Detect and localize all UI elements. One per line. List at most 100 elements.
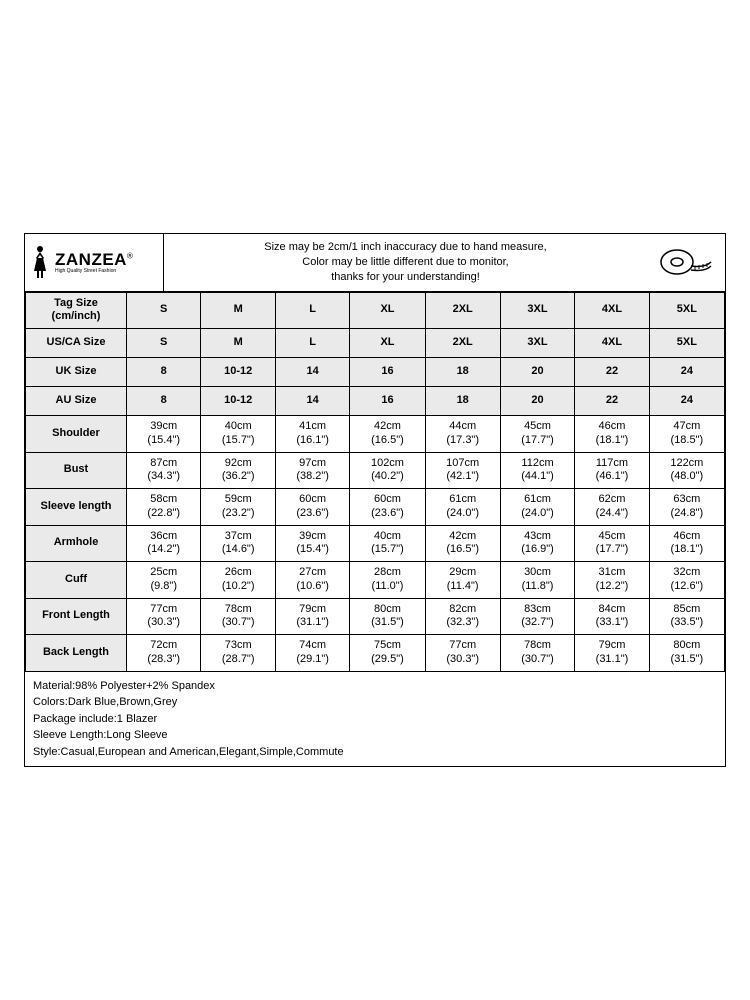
data-cell: 30cm(11.8") xyxy=(500,562,574,599)
header-size-cell: 3XL xyxy=(500,292,574,329)
data-cell: 18 xyxy=(425,358,500,387)
data-cell: 87cm(34.3") xyxy=(127,452,201,489)
data-cell: 24 xyxy=(649,358,724,387)
data-cell: 25cm(9.8") xyxy=(127,562,201,599)
data-cell: 62cm(24.4") xyxy=(575,489,649,526)
data-cell: 10-12 xyxy=(201,387,275,416)
brand-name: ZANZEA xyxy=(55,250,127,269)
table-row: Cuff25cm(9.8")26cm(10.2")27cm(10.6")28cm… xyxy=(26,562,725,599)
data-cell: 40cm(15.7") xyxy=(350,525,425,562)
data-cell: 42cm(16.5") xyxy=(350,416,425,453)
data-cell: 92cm(36.2") xyxy=(201,452,275,489)
data-cell: 16 xyxy=(350,358,425,387)
data-cell: 122cm(48.0") xyxy=(649,452,724,489)
tape-measure-icon xyxy=(659,244,713,280)
data-cell: 5XL xyxy=(649,329,724,358)
data-cell: 84cm(33.1") xyxy=(575,598,649,635)
data-cell: 47cm(18.5") xyxy=(649,416,724,453)
data-cell: 43cm(16.9") xyxy=(500,525,574,562)
data-cell: 74cm(29.1") xyxy=(275,635,349,672)
header-size-cell: 2XL xyxy=(425,292,500,329)
table-row: UK Size810-12141618202224 xyxy=(26,358,725,387)
data-cell: 75cm(29.5") xyxy=(350,635,425,672)
data-cell: 37cm(14.6") xyxy=(201,525,275,562)
data-cell: S xyxy=(127,329,201,358)
notice-line: Color may be little different due to mon… xyxy=(168,255,643,270)
data-cell: 10-12 xyxy=(201,358,275,387)
row-label-cell: UK Size xyxy=(26,358,127,387)
data-cell: 8 xyxy=(127,358,201,387)
data-cell: 2XL xyxy=(425,329,500,358)
data-cell: 29cm(11.4") xyxy=(425,562,500,599)
size-chart: ZANZEA® High Quality Street Fashion Size… xyxy=(24,233,726,767)
row-label-cell: Cuff xyxy=(26,562,127,599)
size-table: Tag Size(cm/inch)SMLXL2XL3XL4XL5XL US/CA… xyxy=(25,292,725,672)
data-cell: 3XL xyxy=(500,329,574,358)
data-cell: 18 xyxy=(425,387,500,416)
row-label-cell: Shoulder xyxy=(26,416,127,453)
data-cell: 44cm(17.3") xyxy=(425,416,500,453)
data-cell: 63cm(24.8") xyxy=(649,489,724,526)
data-cell: 61cm(24.0") xyxy=(425,489,500,526)
data-cell: 14 xyxy=(275,358,349,387)
logo-cell: ZANZEA® High Quality Street Fashion xyxy=(25,234,164,291)
data-cell: 27cm(10.6") xyxy=(275,562,349,599)
header-size-cell: S xyxy=(127,292,201,329)
header-size-cell: L xyxy=(275,292,349,329)
data-cell: 41cm(16.1") xyxy=(275,416,349,453)
data-cell: 39cm(15.4") xyxy=(275,525,349,562)
header-size-cell: XL xyxy=(350,292,425,329)
data-cell: 58cm(22.8") xyxy=(127,489,201,526)
row-label-cell: Armhole xyxy=(26,525,127,562)
table-row: Back Length72cm(28.3")73cm(28.7")74cm(29… xyxy=(26,635,725,672)
row-label-cell: Back Length xyxy=(26,635,127,672)
notice-line: Size may be 2cm/1 inch inaccuracy due to… xyxy=(168,240,643,255)
header-label-cell: Tag Size(cm/inch) xyxy=(26,292,127,329)
data-cell: 4XL xyxy=(575,329,649,358)
data-cell: 46cm(18.1") xyxy=(575,416,649,453)
data-cell: 31cm(12.2") xyxy=(575,562,649,599)
data-cell: 72cm(28.3") xyxy=(127,635,201,672)
data-cell: 28cm(11.0") xyxy=(350,562,425,599)
data-cell: 36cm(14.2") xyxy=(127,525,201,562)
data-cell: 16 xyxy=(350,387,425,416)
data-cell: 39cm(15.4") xyxy=(127,416,201,453)
data-cell: 24 xyxy=(649,387,724,416)
data-cell: 79cm(31.1") xyxy=(575,635,649,672)
data-cell: 80cm(31.5") xyxy=(649,635,724,672)
data-cell: 82cm(32.3") xyxy=(425,598,500,635)
tape-cell xyxy=(647,234,725,291)
data-cell: 102cm(40.2") xyxy=(350,452,425,489)
table-row: Front Length77cm(30.3")78cm(30.7")79cm(3… xyxy=(26,598,725,635)
info-line: Package include:1 Blazer xyxy=(33,711,717,728)
data-cell: 73cm(28.7") xyxy=(201,635,275,672)
data-cell: 77cm(30.3") xyxy=(425,635,500,672)
data-cell: 83cm(32.7") xyxy=(500,598,574,635)
data-cell: 14 xyxy=(275,387,349,416)
data-cell: 20 xyxy=(500,387,574,416)
data-cell: L xyxy=(275,329,349,358)
table-row: US/CA SizeSMLXL2XL3XL4XL5XL xyxy=(26,329,725,358)
header-size-cell: 5XL xyxy=(649,292,724,329)
table-row: Shoulder39cm(15.4")40cm(15.7")41cm(16.1"… xyxy=(26,416,725,453)
info-line: Colors:Dark Blue,Brown,Grey xyxy=(33,694,717,711)
data-cell: 42cm(16.5") xyxy=(425,525,500,562)
row-label-cell: AU Size xyxy=(26,387,127,416)
data-cell: 60cm(23.6") xyxy=(275,489,349,526)
data-cell: 112cm(44.1") xyxy=(500,452,574,489)
table-row: Bust87cm(34.3")92cm(36.2")97cm(38.2")102… xyxy=(26,452,725,489)
header-row: ZANZEA® High Quality Street Fashion Size… xyxy=(25,234,725,292)
table-row: AU Size810-12141618202224 xyxy=(26,387,725,416)
data-cell: 45cm(17.7") xyxy=(500,416,574,453)
data-cell: 78cm(30.7") xyxy=(201,598,275,635)
row-label-cell: Bust xyxy=(26,452,127,489)
info-block: Material:98% Polyester+2% Spandex Colors… xyxy=(25,672,725,767)
data-cell: 40cm(15.7") xyxy=(201,416,275,453)
data-cell: 77cm(30.3") xyxy=(127,598,201,635)
row-label-cell: US/CA Size xyxy=(26,329,127,358)
data-cell: 20 xyxy=(500,358,574,387)
row-label-cell: Front Length xyxy=(26,598,127,635)
data-cell: 85cm(33.5") xyxy=(649,598,724,635)
data-cell: 22 xyxy=(575,358,649,387)
data-cell: 61cm(24.0") xyxy=(500,489,574,526)
